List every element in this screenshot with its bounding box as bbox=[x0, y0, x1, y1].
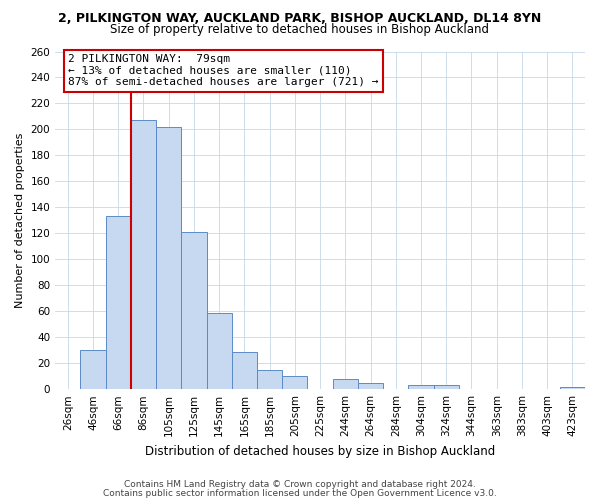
Bar bbox=[156, 127, 181, 389]
Y-axis label: Number of detached properties: Number of detached properties bbox=[15, 132, 25, 308]
Text: 2 PILKINGTON WAY:  79sqm
← 13% of detached houses are smaller (110)
87% of semi-: 2 PILKINGTON WAY: 79sqm ← 13% of detache… bbox=[68, 54, 379, 88]
Bar bbox=[434, 386, 459, 389]
Bar bbox=[332, 379, 358, 389]
Bar bbox=[560, 386, 585, 389]
Bar bbox=[206, 312, 232, 389]
Bar bbox=[282, 376, 307, 389]
Bar bbox=[257, 370, 282, 389]
Bar bbox=[131, 120, 156, 389]
Bar bbox=[232, 352, 257, 389]
Text: Contains HM Land Registry data © Crown copyright and database right 2024.: Contains HM Land Registry data © Crown c… bbox=[124, 480, 476, 489]
Bar bbox=[358, 382, 383, 389]
Text: 2, PILKINGTON WAY, AUCKLAND PARK, BISHOP AUCKLAND, DL14 8YN: 2, PILKINGTON WAY, AUCKLAND PARK, BISHOP… bbox=[58, 12, 542, 26]
Text: Contains public sector information licensed under the Open Government Licence v3: Contains public sector information licen… bbox=[103, 488, 497, 498]
Bar bbox=[181, 232, 206, 389]
Bar bbox=[409, 386, 434, 389]
Bar bbox=[106, 216, 131, 389]
Bar bbox=[80, 350, 106, 389]
Text: Size of property relative to detached houses in Bishop Auckland: Size of property relative to detached ho… bbox=[110, 22, 490, 36]
X-axis label: Distribution of detached houses by size in Bishop Auckland: Distribution of detached houses by size … bbox=[145, 444, 495, 458]
